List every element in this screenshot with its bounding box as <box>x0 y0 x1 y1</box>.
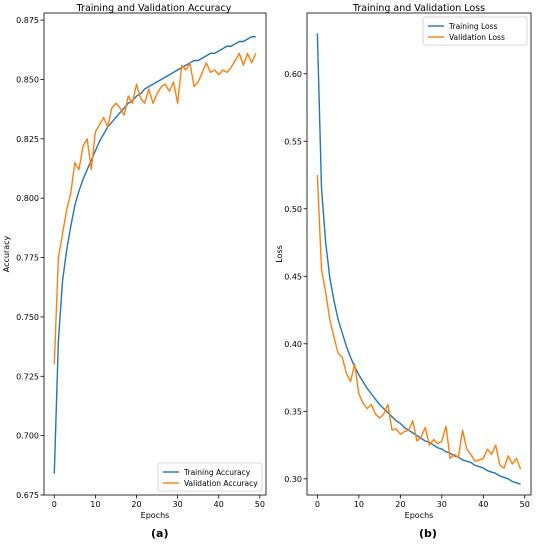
y-axis-label: Accuracy <box>2 235 11 272</box>
x-tick-label: 40 <box>214 500 224 509</box>
y-tick-label: 0.775 <box>16 254 39 263</box>
y-tick-label: 0.825 <box>16 135 39 144</box>
y-tick-label: 0.850 <box>16 75 39 84</box>
legend-box <box>157 462 263 492</box>
x-axis-label: Epochs <box>141 511 170 520</box>
x-axis-label: Epochs <box>405 511 434 520</box>
chart-loss: Training and Validation Loss 0 10 20 30 40 50 0… <box>275 3 532 520</box>
y-tick-label: 0.700 <box>16 432 39 441</box>
legend-entry: Validation Accuracy <box>184 479 258 488</box>
y-tick-label: 0.800 <box>16 194 39 203</box>
legend-box <box>422 16 528 46</box>
plot-frame <box>306 12 532 496</box>
x-tick-label: 40 <box>478 500 488 509</box>
y-tick-label: 0.750 <box>16 313 39 322</box>
legend: Training Accuracy Validation Accuracy <box>157 462 263 492</box>
y-tick-label: 0.55 <box>284 137 302 146</box>
x-tick-label: 10 <box>354 500 364 509</box>
y-tick-label: 0.30 <box>284 475 302 484</box>
legend-entry: Validation Loss <box>449 33 505 42</box>
y-tick-label: 0.45 <box>284 272 302 281</box>
y-tick-label: 0.675 <box>16 491 39 500</box>
y-tick-label: 0.50 <box>284 205 302 214</box>
series-line-training-loss <box>316 33 521 485</box>
x-tick-label: 50 <box>520 500 530 509</box>
legend-entry: Training Accuracy <box>183 468 251 477</box>
panel-label-b: (b) <box>419 527 437 540</box>
y-tick-label: 0.35 <box>284 407 302 416</box>
chart-title: Training and Validation Accuracy <box>76 3 232 14</box>
y-tick-label: 0.875 <box>16 16 39 25</box>
x-tick-label: 0 <box>52 500 57 509</box>
x-tick-label: 50 <box>255 500 265 509</box>
legend-entry: Training Loss <box>448 22 498 31</box>
y-axis-label: Loss <box>275 245 284 263</box>
y-tick-label: 0.40 <box>284 340 302 349</box>
chart-title: Training and Validation Loss <box>352 3 485 14</box>
panel-label-a: (a) <box>151 527 169 540</box>
series-line-validation-loss <box>316 174 522 470</box>
series-line-training-accuracy <box>53 36 256 474</box>
plot-frame <box>43 12 267 496</box>
x-tick-label: 20 <box>395 500 405 509</box>
x-tick-label: 30 <box>437 500 447 509</box>
y-tick-label: 0.60 <box>284 70 302 79</box>
x-tick-label: 0 <box>315 500 320 509</box>
x-tick-label: 20 <box>131 500 141 509</box>
chart-accuracy: Training and Validation Accuracy 0 10 20 30 4… <box>2 3 267 520</box>
series-line-validation-accuracy <box>53 52 257 365</box>
x-tick-label: 10 <box>90 500 100 509</box>
x-tick-label: 30 <box>173 500 183 509</box>
y-tick-label: 0.725 <box>16 372 39 381</box>
legend: Training Loss Validation Loss <box>422 16 528 46</box>
